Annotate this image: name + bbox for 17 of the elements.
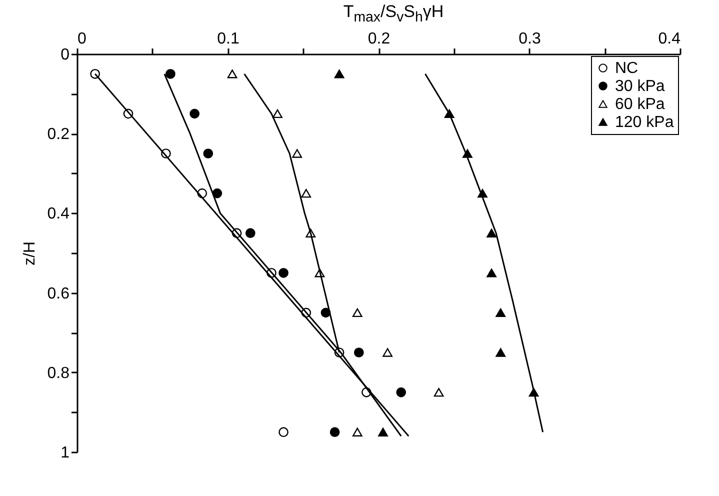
y-axis-title: z/H bbox=[21, 242, 38, 266]
x-tick-label: 0.2 bbox=[368, 30, 390, 48]
y-tick-label: 0.8 bbox=[47, 364, 70, 382]
x-axis-title: T$_{max}$/S$_{v}$S$_{h}$γH bbox=[342, 2, 445, 26]
y-tick-label: 0.4 bbox=[47, 206, 70, 223]
y-tick-label: 1 bbox=[60, 444, 70, 462]
x-tick-label: 0.4 bbox=[658, 30, 681, 48]
legend-label: 60 kPa bbox=[615, 96, 665, 113]
x-tick-label: 0 bbox=[78, 30, 86, 48]
y-tick-label: 0.2 bbox=[47, 126, 70, 144]
x-tick-label: 0.1 bbox=[217, 30, 240, 48]
x-tick-label: 0.3 bbox=[518, 30, 541, 48]
y-tick-label: 0 bbox=[60, 46, 70, 64]
y-tick-label: 0.6 bbox=[47, 285, 70, 302]
legend-label: NC bbox=[615, 60, 638, 77]
legend-label: 30 kPa bbox=[615, 78, 665, 95]
legend-label: 120 kPa bbox=[615, 114, 674, 131]
